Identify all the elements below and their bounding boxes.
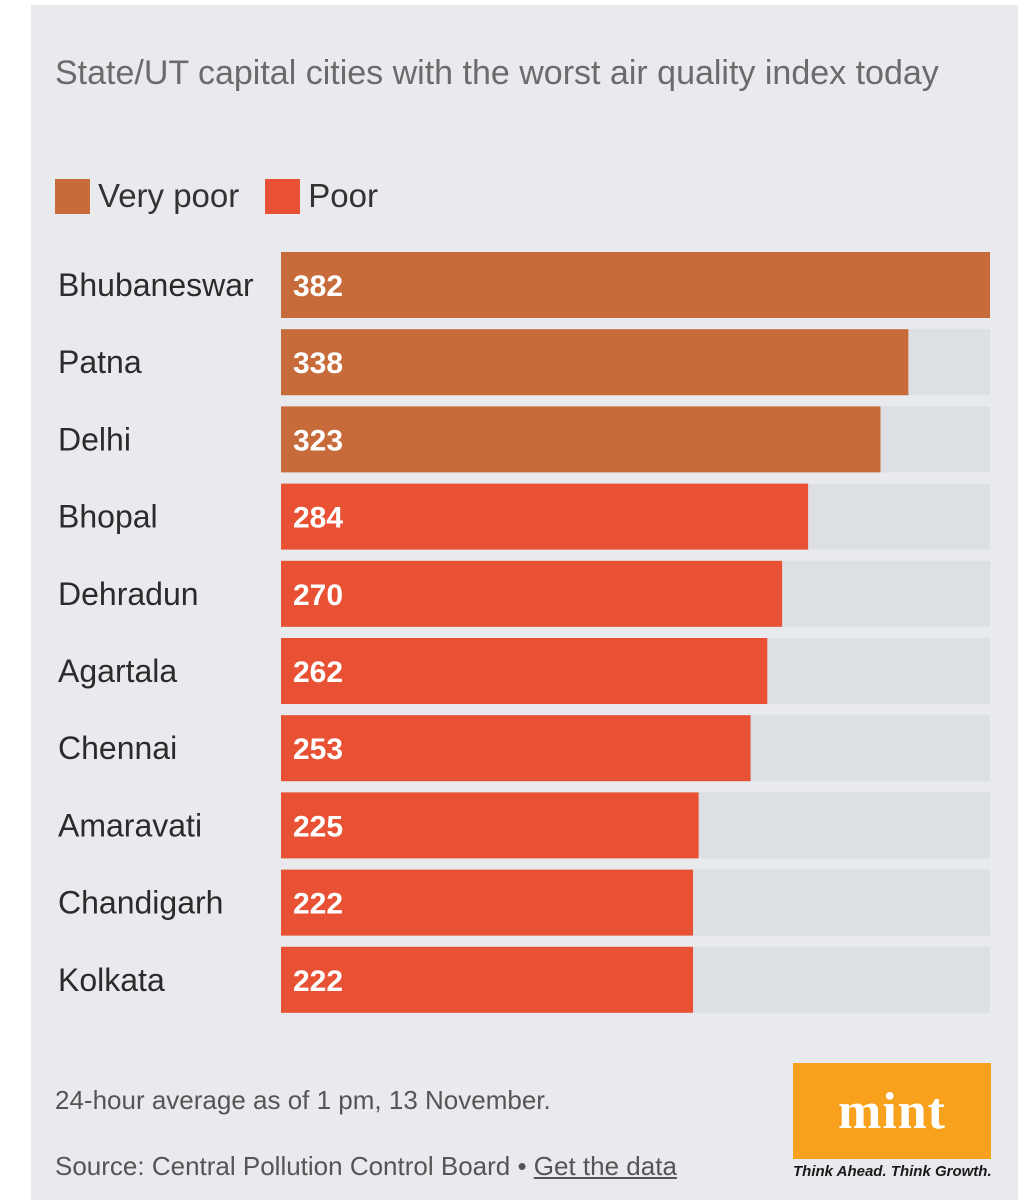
value-label-delhi: 323 bbox=[293, 424, 343, 457]
footnote: 24-hour average as of 1 pm, 13 November. bbox=[55, 1085, 551, 1115]
bar-agartala bbox=[281, 638, 768, 704]
bar-amaravati bbox=[281, 792, 699, 859]
category-label-bhubaneswar: Bhubaneswar bbox=[58, 267, 254, 303]
value-label-kolkata: 222 bbox=[293, 965, 343, 998]
category-label-chandigarh: Chandigarh bbox=[58, 885, 223, 921]
value-label-patna: 338 bbox=[293, 347, 343, 380]
bar-patna bbox=[281, 329, 909, 396]
bar-dehradun bbox=[281, 560, 783, 627]
mint-tagline: Think Ahead. Think Growth. bbox=[793, 1163, 992, 1180]
get-the-data-link[interactable]: Get the data bbox=[533, 1151, 677, 1181]
value-label-bhopal: 284 bbox=[293, 502, 343, 535]
bar-bhubaneswar bbox=[281, 252, 990, 318]
legend-label-poor: Poor bbox=[308, 177, 378, 214]
legend: Very poor Poor bbox=[55, 176, 404, 216]
mint-logo-word: mint bbox=[838, 1082, 946, 1140]
bar-kolkata bbox=[281, 946, 694, 1013]
bar-chandigarh bbox=[281, 869, 694, 936]
source-text: Source: Central Pollution Control Board … bbox=[55, 1151, 534, 1181]
bar-bhopal bbox=[281, 483, 809, 550]
bar-chart: Bhubaneswar 382 Patna 338 Delhi 323 Bhopal 284 D… bbox=[58, 252, 990, 1013]
category-label-chennai: Chennai bbox=[58, 730, 177, 766]
value-label-chennai: 253 bbox=[293, 733, 343, 766]
chart-title: State/UT capital cities with the worst a… bbox=[55, 54, 939, 92]
value-label-dehradun: 270 bbox=[293, 579, 343, 612]
category-label-kolkata: Kolkata bbox=[58, 962, 165, 998]
category-label-patna: Patna bbox=[58, 344, 142, 380]
category-label-dehradun: Dehradun bbox=[58, 576, 199, 612]
category-label-amaravati: Amaravati bbox=[58, 807, 202, 843]
value-label-agartala: 262 bbox=[293, 656, 343, 689]
legend-label-very-poor: Very poor bbox=[98, 177, 240, 214]
mint-logo: mint bbox=[793, 1063, 991, 1159]
bar-delhi bbox=[281, 406, 881, 473]
source-line: Source: Central Pollution Control Board … bbox=[55, 1151, 677, 1182]
category-label-agartala: Agartala bbox=[58, 653, 177, 689]
legend-item-very-poor: Very poor bbox=[55, 177, 239, 215]
category-label-bhopal: Bhopal bbox=[58, 499, 158, 535]
value-label-chandigarh: 222 bbox=[293, 888, 343, 921]
legend-swatch-very-poor bbox=[55, 178, 90, 214]
value-label-bhubaneswar: 382 bbox=[293, 270, 343, 303]
category-label-delhi: Delhi bbox=[58, 421, 131, 457]
legend-item-poor: Poor bbox=[265, 177, 378, 215]
value-label-amaravati: 225 bbox=[293, 810, 343, 843]
legend-swatch-poor bbox=[265, 178, 301, 214]
bar-chennai bbox=[281, 715, 751, 782]
chart-card: State/UT capital cities with the worst a… bbox=[31, 5, 1018, 1200]
